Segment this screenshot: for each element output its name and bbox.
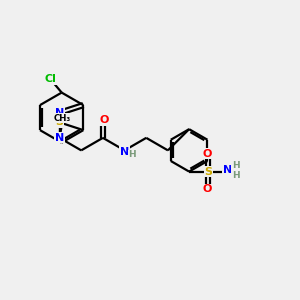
Text: O: O [202, 149, 212, 159]
Text: H: H [232, 161, 239, 170]
Text: O: O [100, 115, 109, 125]
Text: H: H [128, 150, 136, 159]
Text: N: N [223, 165, 232, 175]
Text: S: S [56, 117, 64, 128]
Text: O: O [202, 184, 212, 194]
Text: N: N [55, 133, 64, 143]
Text: S: S [204, 167, 212, 177]
Text: N: N [55, 108, 64, 118]
Text: H: H [232, 172, 239, 181]
Text: CH₃: CH₃ [54, 114, 71, 123]
Text: Cl: Cl [44, 74, 56, 84]
Text: N: N [120, 147, 129, 157]
